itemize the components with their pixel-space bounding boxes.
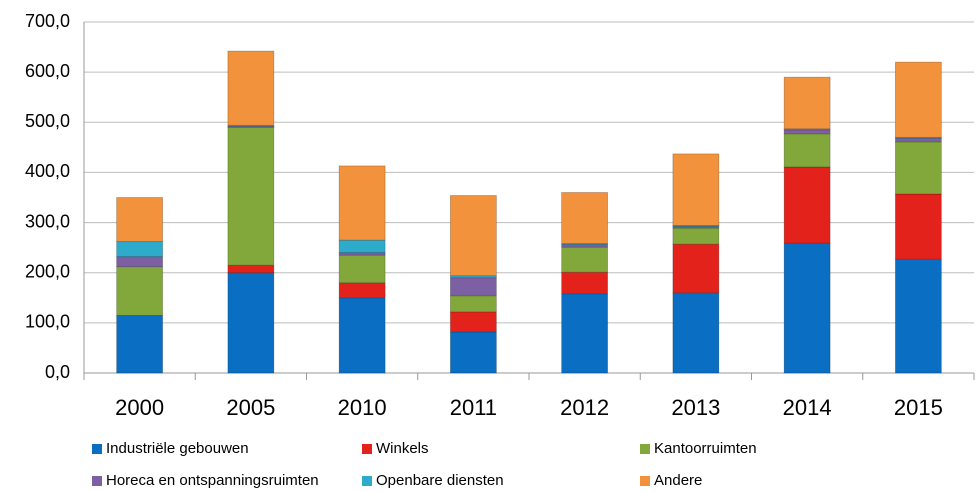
bar-segment	[449, 195, 497, 277]
bar-segment	[338, 254, 386, 284]
bar-segment	[894, 141, 942, 195]
x-tick-label: 2010	[338, 395, 387, 420]
bar-segment	[116, 314, 164, 374]
x-tick-label: 2013	[671, 395, 720, 420]
bar-segment	[338, 282, 386, 299]
bar-segment	[449, 311, 497, 333]
x-tick-label: 2011	[450, 395, 497, 420]
legend-label: Openbare diensten	[376, 472, 504, 489]
bar-segment	[338, 239, 386, 254]
bar-segment	[894, 61, 942, 138]
bar-segment	[449, 295, 497, 313]
bar-segment	[561, 192, 609, 245]
y-tick-label: 200,0	[25, 261, 70, 281]
bar-segment	[338, 297, 386, 374]
bar-segment	[227, 126, 275, 266]
bar-segment	[783, 166, 831, 244]
bar-segment	[672, 227, 720, 245]
bar-segment	[894, 258, 942, 374]
y-tick-label: 500,0	[25, 111, 70, 131]
bar-segment	[783, 133, 831, 168]
legend-swatch	[92, 476, 102, 486]
bar-segment	[449, 277, 497, 297]
y-tick-label: 600,0	[25, 61, 70, 81]
legend-label: Winkels	[376, 440, 429, 457]
bar-segment	[894, 193, 942, 260]
bar-segment	[783, 242, 831, 374]
bar-segment	[561, 271, 609, 295]
bar-segment	[672, 243, 720, 294]
bar-segment	[116, 256, 164, 268]
x-tick-label: 2000	[115, 395, 164, 420]
legend-label: Andere	[654, 472, 702, 489]
bar-segment	[561, 246, 609, 273]
y-tick-label: 100,0	[25, 312, 70, 332]
legend-swatch	[362, 444, 372, 454]
bar-segment	[449, 331, 497, 374]
legend-swatch	[640, 476, 650, 486]
legend-label: Kantoorruimten	[654, 440, 757, 457]
y-tick-label: 400,0	[25, 161, 70, 181]
legend-label: Industriële gebouwen	[106, 440, 249, 457]
bar-segment	[227, 50, 275, 126]
y-tick-label: 0,0	[45, 362, 70, 382]
legend-label: Horeca en ontspanningsruimten	[106, 472, 319, 489]
bar-segment	[894, 137, 942, 143]
y-tick-label: 700,0	[25, 11, 70, 31]
bar-segment	[227, 124, 275, 127]
bar-segment	[227, 264, 275, 274]
legend-swatch	[92, 444, 102, 454]
bar-segment	[672, 153, 720, 226]
y-tick-label: 300,0	[25, 211, 70, 231]
bar-segment	[116, 197, 164, 243]
bar-segment	[227, 272, 275, 374]
bar-segment	[116, 241, 164, 258]
bar-segment	[783, 129, 831, 135]
x-tick-label: 2012	[560, 395, 609, 420]
legend-swatch	[362, 476, 372, 486]
bar-segment	[561, 293, 609, 374]
legend-swatch	[640, 444, 650, 454]
x-tick-label: 2014	[783, 395, 832, 420]
bar-segment	[783, 76, 831, 130]
bar-segment	[338, 165, 386, 241]
x-tick-label: 2005	[226, 395, 275, 420]
x-tick-label: 2015	[894, 395, 943, 420]
bar-segment	[672, 292, 720, 374]
bar-segment	[116, 266, 164, 316]
bar-segment	[561, 244, 609, 248]
